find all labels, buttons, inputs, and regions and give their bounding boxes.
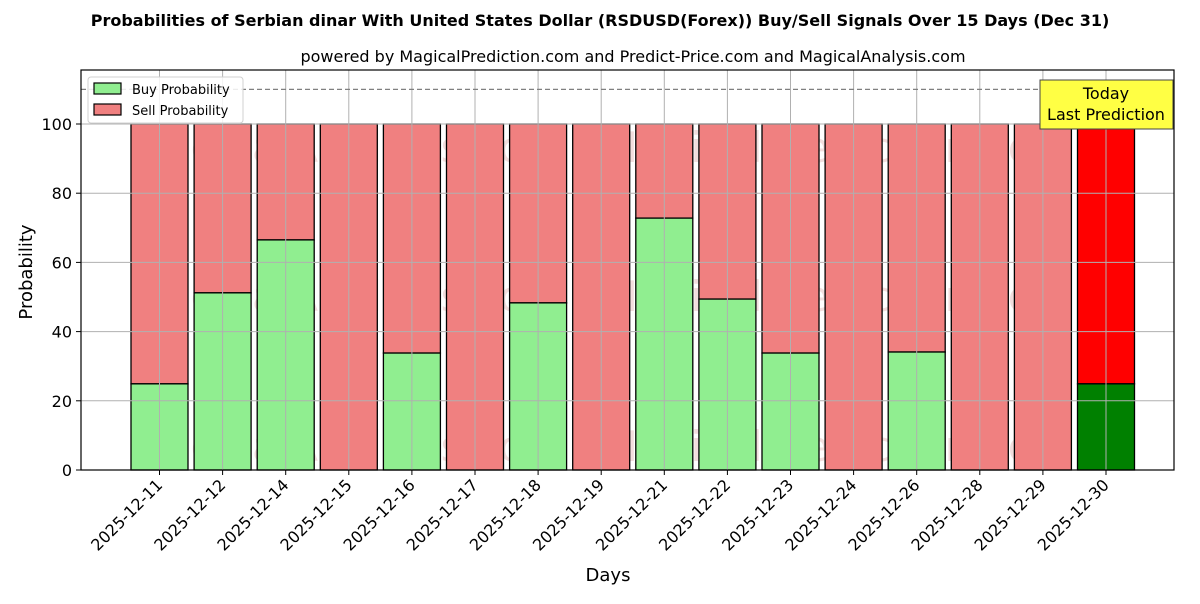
annotation-line1: Today bbox=[1082, 84, 1129, 103]
legend-swatch-sell bbox=[93, 103, 122, 116]
y-tick-label: 40 bbox=[52, 323, 72, 342]
annotation-line2: Last Prediction bbox=[1047, 105, 1165, 124]
today-annotation: Today Last Prediction bbox=[1039, 79, 1174, 130]
chart-title: Probabilities of Serbian dinar With Unit… bbox=[91, 11, 1110, 30]
legend-label-buy: Buy Probability bbox=[132, 83, 230, 98]
legend-swatch-buy bbox=[93, 82, 122, 95]
plot-area: MagicalAnalysis.comMagicalPrediction.com… bbox=[41, 69, 1175, 555]
y-tick-label: 20 bbox=[52, 392, 72, 411]
y-tick-label: 80 bbox=[52, 184, 72, 203]
x-axis-label: Days bbox=[586, 565, 631, 586]
annotation-box bbox=[1039, 79, 1174, 130]
y-tick-label: 0 bbox=[62, 461, 72, 480]
legend-label-sell: Sell Probability bbox=[132, 104, 229, 119]
axes-frame bbox=[80, 69, 1175, 471]
y-tick-label: 100 bbox=[41, 115, 72, 134]
y-axis-label: Probability bbox=[16, 224, 37, 319]
chart-subtitle: powered by MagicalPrediction.com and Pre… bbox=[300, 47, 965, 66]
y-tick-label: 60 bbox=[52, 253, 72, 272]
legend: Buy Probability Sell Probability bbox=[87, 76, 244, 124]
